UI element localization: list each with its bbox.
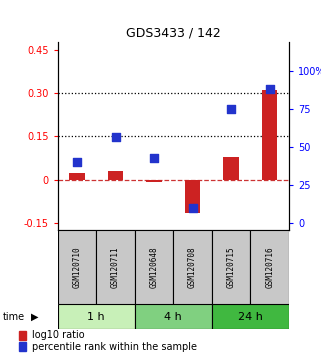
Bar bbox=[69, 173, 85, 179]
Point bbox=[190, 205, 195, 211]
Text: 1 h: 1 h bbox=[88, 312, 105, 322]
Bar bbox=[19, 342, 26, 351]
Point bbox=[74, 160, 80, 165]
Bar bbox=[185, 179, 200, 213]
Bar bbox=[212, 304, 289, 329]
Bar bbox=[135, 230, 173, 304]
Bar bbox=[58, 304, 135, 329]
Text: log10 ratio: log10 ratio bbox=[32, 330, 85, 340]
Bar bbox=[173, 230, 212, 304]
Bar bbox=[19, 331, 26, 339]
Point bbox=[152, 155, 157, 161]
Text: percentile rank within the sample: percentile rank within the sample bbox=[32, 342, 197, 352]
Text: ▶: ▶ bbox=[30, 312, 38, 322]
Text: GSM120716: GSM120716 bbox=[265, 246, 274, 288]
Point bbox=[229, 106, 234, 112]
Text: GSM120648: GSM120648 bbox=[150, 246, 159, 288]
Text: GSM120711: GSM120711 bbox=[111, 246, 120, 288]
Bar bbox=[135, 304, 212, 329]
Text: GSM120710: GSM120710 bbox=[73, 246, 82, 288]
Bar bbox=[146, 179, 162, 182]
Bar bbox=[58, 230, 96, 304]
Text: time: time bbox=[3, 312, 25, 322]
Bar bbox=[96, 230, 135, 304]
Point bbox=[113, 134, 118, 139]
Title: GDS3433 / 142: GDS3433 / 142 bbox=[126, 27, 221, 40]
Bar bbox=[108, 171, 123, 179]
Text: 24 h: 24 h bbox=[238, 312, 263, 322]
Bar bbox=[262, 90, 277, 179]
Bar bbox=[212, 230, 250, 304]
Text: 4 h: 4 h bbox=[164, 312, 182, 322]
Point bbox=[267, 86, 272, 92]
Text: GSM120708: GSM120708 bbox=[188, 246, 197, 288]
Bar bbox=[223, 157, 239, 179]
Bar bbox=[250, 230, 289, 304]
Text: GSM120715: GSM120715 bbox=[227, 246, 236, 288]
